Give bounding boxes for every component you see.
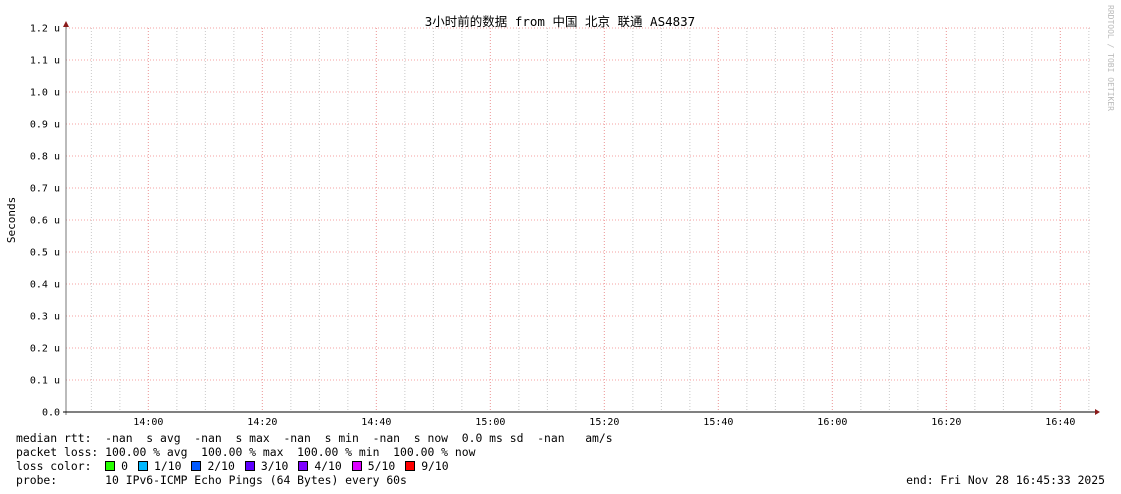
loss-color-swatch bbox=[244, 461, 255, 471]
packet-loss-line: packet loss: 100.00 % avg 100.00 % max 1… bbox=[16, 445, 476, 459]
loss-color-swatch bbox=[405, 461, 416, 471]
median-rtt-line: median rtt: -nan s avg -nan s max -nan s… bbox=[16, 431, 613, 445]
x-tick-label: 16:20 bbox=[931, 417, 961, 428]
y-tick-label: 0.3 u bbox=[30, 312, 60, 323]
y-tick-label: 0.4 u bbox=[30, 280, 60, 291]
x-tick-label: 14:00 bbox=[133, 417, 163, 428]
x-tick-label: 16:00 bbox=[817, 417, 847, 428]
x-tick-label: 15:40 bbox=[703, 417, 733, 428]
y-tick-label: 0.2 u bbox=[30, 344, 60, 355]
x-axis-arrow bbox=[1095, 409, 1100, 415]
loss-color-swatch bbox=[191, 461, 202, 471]
loss-color-item: 9/10 bbox=[405, 459, 449, 473]
loss-color-text: 9/10 bbox=[421, 459, 449, 473]
y-tick-label: 0.7 u bbox=[30, 184, 60, 195]
chart-title: 3小时前的数据 from 中国 北京 联通 AS4837 bbox=[425, 14, 695, 29]
loss-color-text: 2/10 bbox=[207, 459, 235, 473]
loss-color-legend: loss color: 0 1/10 2/10 3/10 4/10 5/10 9/10 bbox=[16, 459, 459, 473]
loss-color-item: 1/10 bbox=[138, 459, 181, 473]
loss-color-swatch bbox=[351, 461, 362, 471]
x-tick-label: 15:00 bbox=[475, 417, 505, 428]
y-tick-label: 1.1 u bbox=[30, 56, 60, 67]
y-tick-label: 0.9 u bbox=[30, 120, 60, 131]
loss-color-item: 4/10 bbox=[298, 459, 342, 473]
loss-color-item: 3/10 bbox=[244, 459, 289, 473]
x-tick-label: 14:40 bbox=[361, 417, 391, 428]
loss-color-item: 5/10 bbox=[351, 459, 396, 473]
loss-color-text: 4/10 bbox=[314, 459, 342, 473]
loss-color-text: 5/10 bbox=[367, 459, 396, 473]
probe-line: probe: 10 IPv6-ICMP Echo Pings (64 Bytes… bbox=[16, 473, 407, 487]
loss-color-text: 1/10 bbox=[154, 459, 182, 473]
loss-color-label: loss color: bbox=[16, 459, 92, 473]
x-tick-label: 14:20 bbox=[247, 417, 277, 428]
loss-color-swatch bbox=[138, 461, 149, 471]
y-tick-label: 0.8 u bbox=[30, 152, 60, 163]
y-tick-label: 0.1 u bbox=[30, 376, 60, 387]
rrdtool-watermark: RRDTOOL / TOBI OETIKER bbox=[1106, 5, 1115, 111]
end-time: end: Fri Nov 28 16:45:33 2025 bbox=[906, 473, 1105, 487]
x-tick-label: 16:40 bbox=[1045, 417, 1075, 428]
loss-color-text: 0 bbox=[121, 459, 129, 473]
y-tick-label: 0.0 bbox=[42, 408, 60, 419]
y-tick-label: 1.2 u bbox=[30, 24, 60, 35]
y-tick-label: 0.6 u bbox=[30, 216, 60, 227]
y-axis-label: Seconds bbox=[5, 197, 18, 243]
loss-color-text: 3/10 bbox=[260, 459, 289, 473]
loss-color-item: 0 bbox=[105, 459, 128, 473]
loss-color-swatch bbox=[298, 461, 309, 471]
loss-color-item: 2/10 bbox=[191, 459, 235, 473]
loss-color-swatch bbox=[105, 461, 116, 471]
y-tick-label: 0.5 u bbox=[30, 248, 60, 259]
y-tick-label: 1.0 u bbox=[30, 88, 60, 99]
x-tick-label: 15:20 bbox=[589, 417, 619, 428]
y-axis-arrow bbox=[63, 21, 69, 27]
